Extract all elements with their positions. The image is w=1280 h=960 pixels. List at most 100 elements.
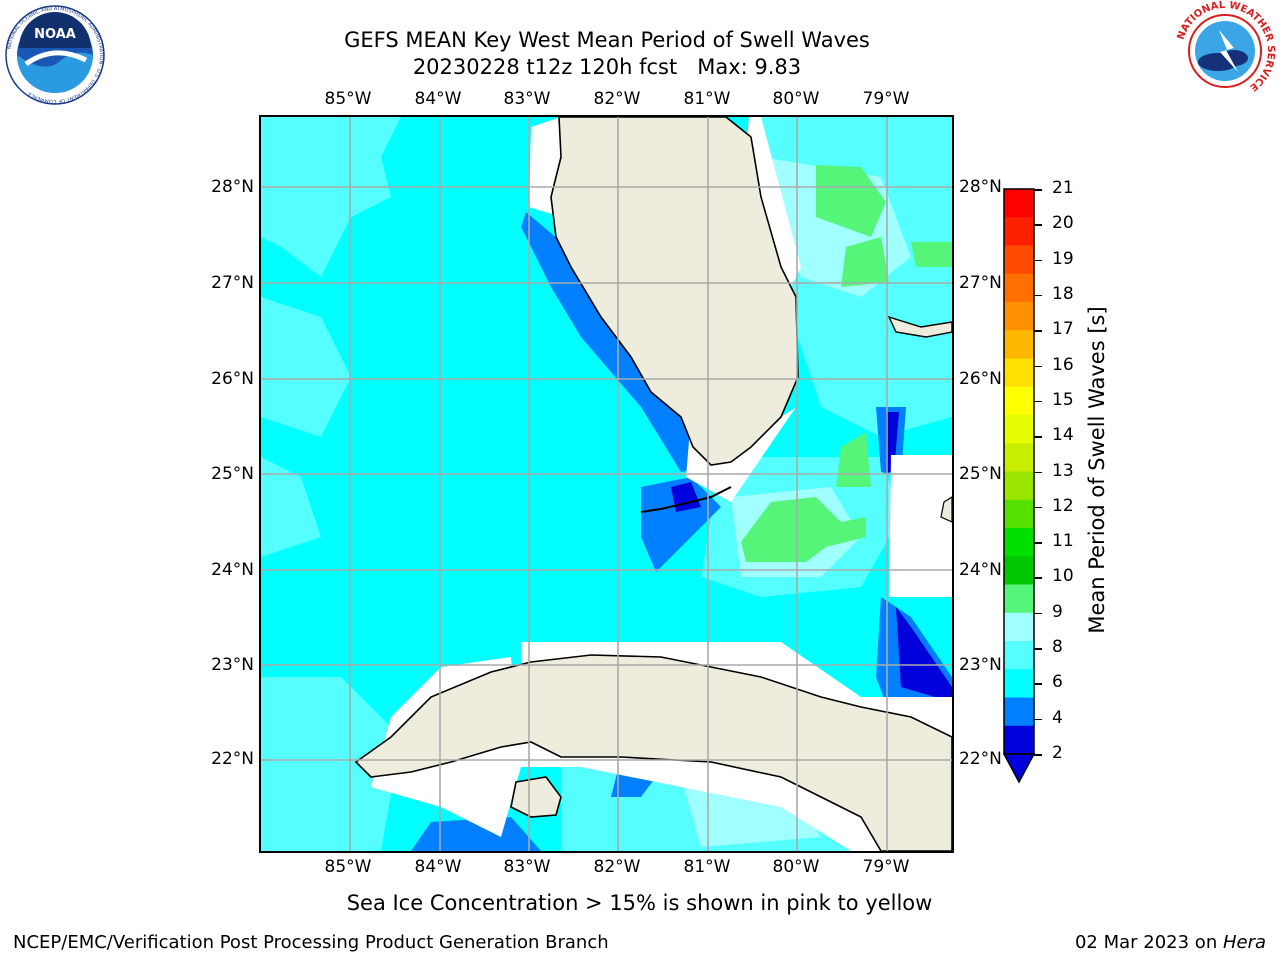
lat-label-right-22n: 22°N (959, 749, 1002, 769)
lat-label-right-25n: 25°N (959, 464, 1002, 484)
colorbar-tick-mark (1034, 436, 1042, 438)
colorbar-tick-mark (1034, 330, 1042, 332)
colorbar-segment (1004, 528, 1034, 557)
colorbar-tick-label: 17 (1052, 319, 1074, 340)
sea-ice-footnote: Sea Ice Concentration > 15% is shown in … (346, 891, 933, 915)
colorbar-tick-mark (1034, 471, 1042, 473)
colorbar-segment (1004, 330, 1034, 359)
colorbar-tick-mark (1034, 400, 1042, 403)
colorbar-tick-label: 10 (1052, 566, 1074, 587)
florida-land (550, 117, 799, 466)
lon-label-top-81w: 81°W (683, 89, 731, 109)
colorbar-tick-label: 8 (1052, 637, 1063, 658)
date-stamp: 02 Mar 2023 on Hera (1075, 932, 1266, 953)
florida-keys (640, 486, 732, 513)
colorbar-tick-mark (1034, 259, 1042, 262)
cuba-land (354, 654, 952, 851)
colorbar-tick-label: 18 (1052, 283, 1074, 304)
colorbar-tick-label: 20 (1052, 213, 1074, 234)
chart-title: GEFS MEAN Key West Mean Period of Swell … (344, 28, 870, 52)
machine-name: Hera (1222, 932, 1266, 953)
colorbar-segment (1004, 245, 1034, 275)
lon-label-bottom-82w: 82°W (593, 857, 641, 877)
lat-label-left-24n: 24°N (211, 560, 254, 580)
colorbar-segment (1004, 386, 1034, 416)
lat-label-right-26n: 26°N (959, 369, 1002, 389)
bahamas-land (887, 315, 952, 338)
colorbar-segment (1004, 499, 1034, 529)
colorbar-segment (1004, 612, 1034, 642)
colorbar-segment (1004, 471, 1034, 501)
colorbar-tick-label: 2 (1052, 743, 1063, 763)
colorbar-segment (1004, 697, 1034, 727)
chart-subtitle: 20230228 t12z 120h fcst Max: 9.83 (412, 55, 802, 79)
colorbar-tick-label: 15 (1052, 389, 1074, 410)
colorbar-segment (1004, 556, 1034, 585)
colorbar-tick-label: 12 (1052, 495, 1074, 516)
colorbar-segment (1004, 669, 1034, 698)
lat-label-left-22n: 22°N (211, 749, 254, 769)
isla-juventud-land (510, 776, 562, 818)
map-panel (259, 115, 954, 853)
colorbar-segment (1004, 584, 1034, 614)
colorbar-segment (1004, 415, 1034, 444)
colorbar-tick-mark (1034, 294, 1042, 297)
lon-label-bottom-80w: 80°W (772, 857, 820, 877)
lon-label-bottom-79w: 79°W (862, 857, 910, 877)
lat-label-left-23n: 23°N (211, 655, 254, 675)
lon-label-top-84w: 84°W (414, 89, 462, 109)
map-gridlines (261, 117, 952, 851)
colorbar-tick-label: 13 (1052, 460, 1074, 481)
colorbar-tick-mark (1034, 577, 1042, 579)
colorbar-tick-mark (1034, 754, 1042, 756)
lon-label-bottom-85w: 85°W (324, 857, 372, 877)
credit-line: NCEP/EMC/Verification Post Processing Pr… (13, 932, 609, 953)
colorbar-tick-label: 6 (1052, 672, 1063, 693)
date-text: 02 Mar 2023 on (1074, 932, 1223, 953)
colorbar-tick-mark (1034, 189, 1042, 191)
colorbar-tick-mark (1034, 612, 1042, 615)
lon-label-top-83w: 83°W (503, 89, 551, 109)
colorbar-tick-mark (1034, 648, 1042, 650)
lat-label-left-25n: 25°N (211, 464, 254, 484)
colorbar-tick-label: 19 (1052, 248, 1074, 269)
swell-max-region-south (741, 497, 866, 562)
colorbar-label: Mean Period of Swell Waves [s] (1085, 306, 1109, 634)
lon-label-top-82w: 82°W (593, 89, 641, 109)
lon-label-top-79w: 79°W (862, 89, 910, 109)
colorbar-tick-label: 16 (1052, 354, 1074, 375)
nws-logo-icon: NATIONAL WEATHER SERVICE (1176, 0, 1276, 100)
lon-label-top-85w: 85°W (324, 89, 372, 109)
colorbar-tick-mark (1034, 718, 1042, 721)
lon-label-top-80w: 80°W (772, 89, 820, 109)
colorbar-tick-label: 11 (1052, 531, 1074, 552)
colorbar-segment (1004, 189, 1034, 218)
swell-period-map (261, 117, 952, 851)
colorbar-tick-mark (1034, 506, 1042, 509)
colorbar-tick-label: 21 (1052, 178, 1074, 198)
colorbar-segment (1004, 217, 1034, 246)
colorbar-segment (1004, 273, 1034, 303)
colorbar (1003, 188, 1036, 784)
colorbar-tick-mark (1034, 683, 1042, 685)
lat-label-right-23n: 23°N (959, 655, 1002, 675)
colorbar-tick-label: 14 (1052, 425, 1074, 446)
lon-label-bottom-81w: 81°W (683, 857, 731, 877)
colorbar-segment (1004, 641, 1034, 670)
colorbar-segment (1004, 725, 1034, 755)
lat-label-left-28n: 28°N (211, 177, 254, 197)
lon-label-bottom-83w: 83°W (503, 857, 551, 877)
lat-label-right-24n: 24°N (959, 560, 1002, 580)
lat-label-left-26n: 26°N (211, 369, 254, 389)
lat-label-right-28n: 28°N (959, 177, 1002, 197)
lon-label-bottom-84w: 84°W (414, 857, 462, 877)
noaa-logo-text: NOAA (34, 27, 76, 42)
noaa-logo-icon: NOAA NATIONAL OCEANIC AND ATMOSPHERIC AD… (5, 5, 105, 105)
colorbar-segment (1004, 358, 1034, 388)
lat-label-right-27n: 27°N (959, 273, 1002, 293)
colorbar-segment (1004, 443, 1034, 472)
swell-max-region-north (816, 165, 886, 237)
colorbar-segment (1004, 302, 1034, 331)
colorbar-tick-mark (1034, 542, 1042, 544)
colorbar-extend-arrow (1003, 753, 1036, 784)
